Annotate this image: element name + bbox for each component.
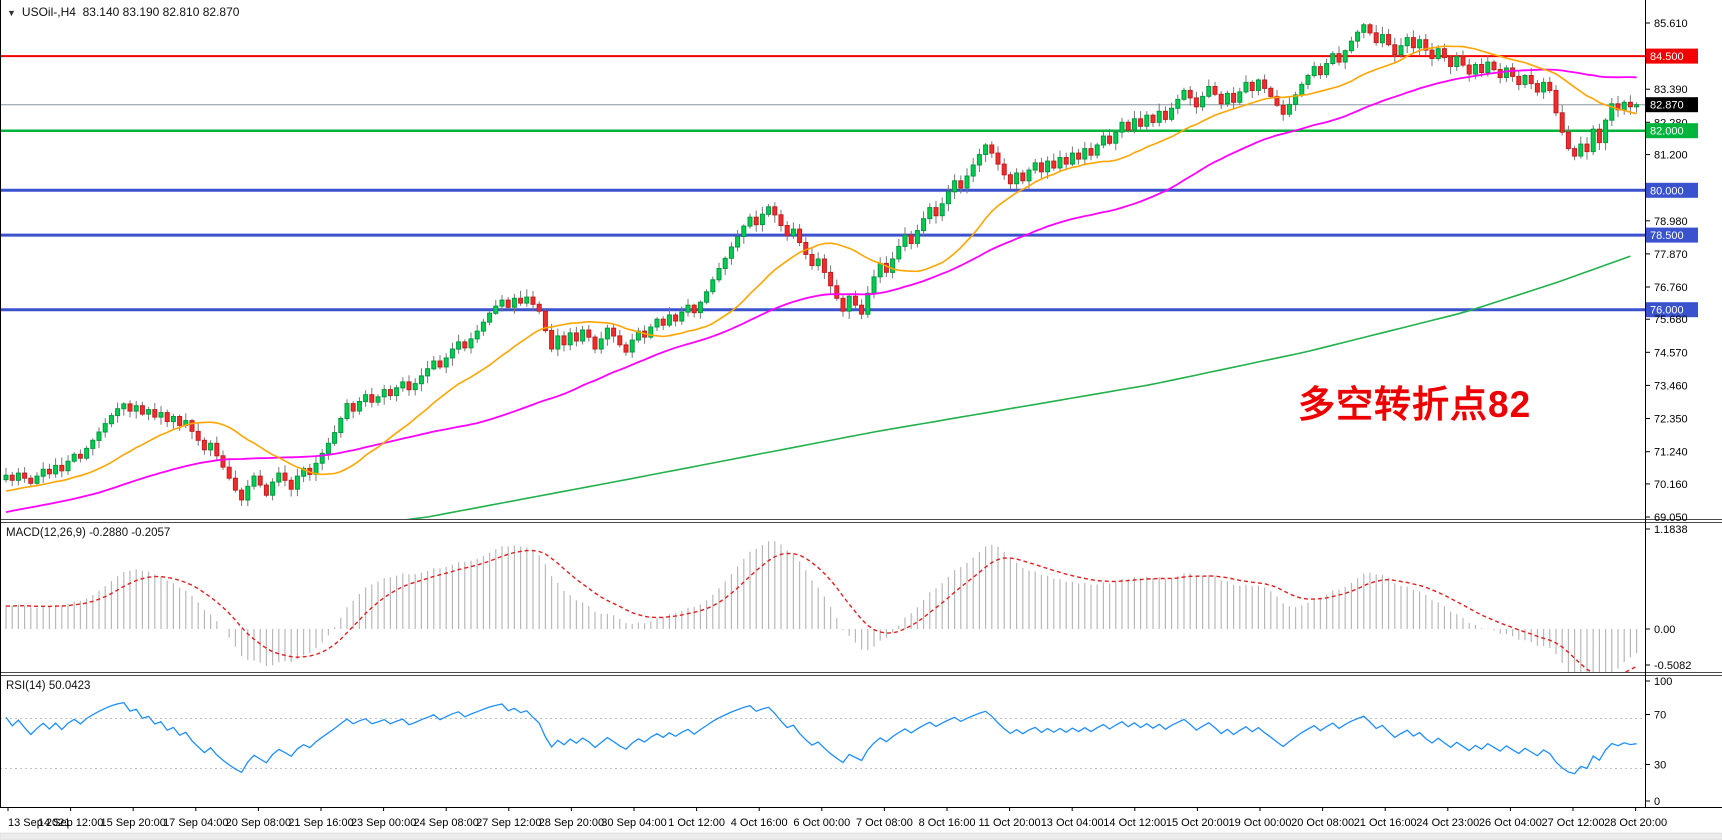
rsi-name: RSI(14) — [6, 680, 46, 692]
time-tick-label: 28 Oct 20:00 — [1604, 817, 1667, 829]
macd-panel-area[interactable] — [0, 523, 1645, 672]
price-badge-label: 76.000 — [1650, 305, 1684, 317]
price-badge-82.000 — [1646, 123, 1698, 139]
time-tick-label: 11 Oct 20:00 — [979, 817, 1041, 829]
price-tick-label: 77.870 — [1654, 249, 1688, 261]
svg-text:30: 30 — [1654, 760, 1666, 772]
time-tick-label: 27 Oct 12:00 — [1542, 817, 1605, 829]
price-tick-label: 85.610 — [1654, 18, 1688, 30]
time-tick-label: 14 Sep 12:00 — [38, 817, 103, 829]
time-tick-label: 1 Oct 12:00 — [668, 817, 725, 829]
price-tick-label: 70.160 — [1654, 479, 1688, 491]
bearish-candles — [9, 24, 1633, 501]
price-badge-label: 82.000 — [1650, 126, 1684, 138]
svg-text:70: 70 — [1654, 710, 1666, 722]
time-tick-label: 24 Oct 23:00 — [1416, 817, 1479, 829]
price-badge-76.000 — [1646, 302, 1698, 318]
price-badge-82.870 — [1646, 97, 1698, 113]
svg-text:0: 0 — [1654, 796, 1660, 808]
time-tick-label: 28 Sep 20:00 — [539, 817, 604, 829]
time-tick-label: 13 Oct 04:00 — [1041, 817, 1104, 829]
svg-text:100: 100 — [1654, 676, 1672, 688]
symbol-timeframe-label: USOil-,H4 — [21, 5, 76, 19]
time-tick-label: 6 Oct 00:00 — [793, 817, 850, 829]
price-axis-labels: 85.61084.50083.39082.87082.28082.00081.2… — [1645, 18, 1698, 524]
time-tick-label: 21 Sep 16:00 — [288, 817, 353, 829]
time-tick-label: 8 Oct 16:00 — [919, 817, 976, 829]
price-badge-78.500 — [1646, 227, 1698, 243]
time-tick-label: 7 Oct 08:00 — [856, 817, 913, 829]
price-badge-84.500 — [1646, 48, 1698, 64]
price-tick-label: 81.200 — [1654, 150, 1688, 162]
rsi-value: 50.0423 — [48, 680, 91, 692]
macd-histogram — [5, 541, 1638, 672]
rsi-panel-area[interactable] — [0, 676, 1645, 807]
price-tick-label: 69.050 — [1654, 512, 1688, 524]
time-tick-label: 13 Sep 2021 — [8, 817, 70, 829]
time-tick-label: 23 Sep 00:00 — [351, 817, 416, 829]
price-tick-label: 74.570 — [1654, 347, 1688, 359]
price-badge-80.000 — [1646, 182, 1698, 198]
time-tick-label: 4 Oct 16:00 — [731, 817, 788, 829]
time-tick-label: 15 Oct 20:00 — [1166, 817, 1229, 829]
ohlc-values: 83.140 83.190 82.810 82.870 — [82, 5, 240, 19]
time-tick-label: 20 Oct 08:00 — [1291, 817, 1354, 829]
price-badge-label: 82.870 — [1650, 100, 1684, 112]
time-tick-label: 17 Sep 04:00 — [163, 817, 228, 829]
annotation-text[interactable]: 多空转折点82 — [1298, 384, 1532, 425]
panel-separator-1[interactable] — [0, 672, 1722, 676]
panel-separator-0[interactable] — [0, 519, 1722, 523]
price-tick-label: 76.760 — [1654, 282, 1688, 294]
price-tick-label: 72.350 — [1654, 414, 1688, 426]
svg-text:1.1838: 1.1838 — [1654, 524, 1688, 536]
svg-text:0.00: 0.00 — [1654, 624, 1675, 636]
time-tick-label: 24 Sep 08:00 — [413, 817, 478, 829]
main-chart-plot-area[interactable] — [0, 0, 1645, 519]
time-tick-label: 15 Sep 20:00 — [100, 817, 165, 829]
time-tick-label: 27 Sep 12:00 — [476, 817, 541, 829]
macd-values: -0.2880 -0.2057 — [89, 527, 171, 539]
time-tick-label: 30 Sep 04:00 — [601, 817, 666, 829]
collapse-indicator-icon[interactable]: ▼ — [7, 8, 16, 18]
time-tick-label: 14 Oct 12:00 — [1103, 817, 1166, 829]
time-tick-label: 20 Sep 08:00 — [226, 817, 291, 829]
price-badge-label: 78.500 — [1650, 230, 1684, 242]
bullish-candles — [3, 24, 1640, 501]
macd-signal-line — [5, 549, 1637, 672]
time-tick-label: 21 Oct 16:00 — [1354, 817, 1417, 829]
price-badge-label: 84.500 — [1650, 51, 1684, 63]
ma-fast-orange-line[interactable] — [5, 45, 1637, 492]
price-tick-label: 78.980 — [1654, 216, 1688, 228]
price-axis-scale[interactable] — [1646, 0, 1722, 807]
price-tick-label: 71.240 — [1654, 447, 1688, 459]
ma-slow-green-line[interactable] — [254, 255, 1631, 539]
rsi-indicator-label: RSI(14) 50.0423 — [6, 680, 90, 692]
chart-title: ▼ USOil-,H4 83.140 83.190 82.810 82.870 — [7, 5, 239, 19]
svg-text:-0.5082: -0.5082 — [1654, 660, 1691, 672]
macd-axis-labels: 1.1838 0.00 -0.5082 — [1645, 524, 1691, 672]
macd-indicator-label: MACD(12,26,9) -0.2880 -0.2057 — [6, 527, 170, 539]
time-axis-scale[interactable] — [0, 808, 1722, 833]
price-badge-label: 80.000 — [1650, 185, 1684, 197]
rsi-line — [5, 701, 1637, 775]
price-tick-label: 73.460 — [1654, 380, 1688, 392]
window-bottom-strip — [0, 832, 1722, 840]
price-tick-label: 75.680 — [1654, 314, 1688, 326]
macd-name: MACD(12,26,9) — [6, 527, 86, 539]
price-tick-label: 83.390 — [1654, 84, 1688, 96]
horizontal-level-lines[interactable] — [0, 55, 1645, 312]
time-tick-label: 19 Oct 00:00 — [1229, 817, 1292, 829]
time-tick-label: 26 Oct 04:00 — [1479, 817, 1542, 829]
candlesticks-group — [3, 23, 1640, 507]
rsi-axis-labels: 100 70 30 0 — [1645, 676, 1672, 808]
